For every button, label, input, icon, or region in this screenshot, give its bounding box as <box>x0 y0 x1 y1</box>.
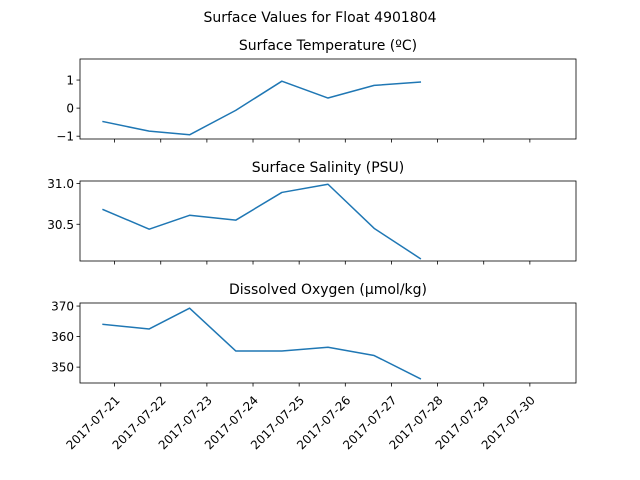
y-tick-label: 360 <box>51 330 74 344</box>
plot-frame <box>79 180 577 262</box>
y-tick-label: 350 <box>51 361 74 375</box>
subplot-title: Surface Temperature (ºC) <box>239 38 417 54</box>
series-line <box>102 80 422 136</box>
plot-frame <box>79 302 577 384</box>
subplot-title: Dissolved Oxygen (μmol/kg) <box>229 282 427 298</box>
series-line <box>102 183 422 260</box>
subplots: Surface Temperature (ºC) −1 0 1 Surface Sali… <box>47 38 577 452</box>
series-line <box>102 307 422 380</box>
subplot-title: Surface Salinity (PSU) <box>252 160 405 176</box>
y-tick-label: 31.0 <box>47 177 74 191</box>
subplot-3: Dissolved Oxygen (μmol/kg) 350 360 370 <box>51 282 577 387</box>
plot-frame <box>79 58 577 140</box>
y-tick-label: 30.5 <box>47 218 74 232</box>
y-tick-label: 0 <box>66 102 74 116</box>
y-tick-label: 1 <box>66 74 74 88</box>
y-tick-label: 370 <box>51 300 74 314</box>
figure-title: Surface Values for Float 4901804 <box>203 10 436 26</box>
y-tick-label: −1 <box>56 130 74 144</box>
subplot-2: Surface Salinity (PSU) 30.5 31.0 <box>47 160 577 265</box>
subplot-1: Surface Temperature (ºC) −1 0 1 <box>56 38 577 144</box>
